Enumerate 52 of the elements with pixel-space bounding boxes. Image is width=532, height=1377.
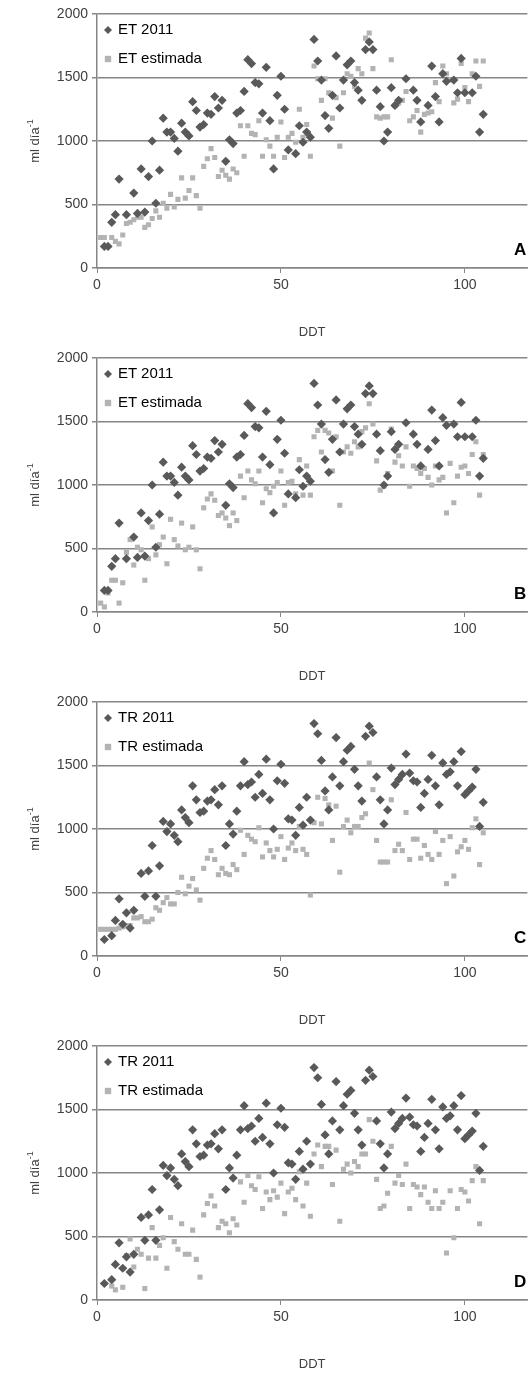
legend-label: ET estimada (118, 49, 203, 67)
x-tick-label: 100 (453, 1308, 477, 1325)
y-tick-label: 0 (80, 258, 89, 275)
y-tick-label: 500 (64, 195, 89, 212)
legend-label: TR 2011 (118, 708, 175, 726)
annotation: B (514, 583, 527, 603)
annotation: C (514, 927, 527, 947)
y-tick-label: 2000 (56, 4, 89, 21)
y-tick-label: 2000 (56, 1036, 89, 1053)
x-axis-title: DDT (298, 1011, 326, 1027)
x-tick-label: 100 (453, 276, 477, 293)
y-tick-label: 1000 (56, 1163, 89, 1180)
y-tick-label: 2000 (56, 348, 89, 365)
x-axis-title: DDT (298, 667, 326, 683)
annotation: D (514, 1271, 527, 1291)
y-tick-label: 500 (64, 1227, 89, 1244)
legend-label: ET estimada (118, 393, 203, 411)
x-tick-label: 100 (453, 964, 477, 981)
x-tick-label: 100 (453, 620, 477, 637)
y-axis-title: ml día-1 (24, 807, 42, 851)
x-axis-title: DDT (298, 1355, 326, 1371)
y-tick-label: 1000 (56, 475, 89, 492)
x-tick-label: 0 (93, 1308, 102, 1325)
legend-label: ET 2011 (118, 364, 174, 382)
legend-label: TR estimada (118, 1081, 204, 1099)
y-tick-label: 2000 (56, 692, 89, 709)
x-tick-label: 50 (273, 276, 289, 293)
y-tick-label: 1500 (56, 412, 89, 429)
y-tick-label: 1000 (56, 819, 89, 836)
x-tick-label: 0 (93, 276, 102, 293)
x-tick-label: 50 (273, 964, 289, 981)
y-axis-title: ml día-1 (24, 119, 42, 163)
y-axis-title: ml día-1 (24, 1151, 42, 1195)
x-axis-title: DDT (298, 323, 326, 339)
legend-label: TR estimada (118, 737, 204, 755)
legend-label: TR 2011 (118, 1052, 175, 1070)
y-tick-label: 500 (64, 539, 89, 556)
y-tick-label: 1500 (56, 68, 89, 85)
x-tick-label: 0 (93, 964, 102, 981)
x-tick-label: 50 (273, 1308, 289, 1325)
x-tick-label: 50 (273, 620, 289, 637)
y-axis-title: ml día-1 (24, 463, 42, 507)
y-tick-label: 0 (80, 602, 89, 619)
y-tick-label: 500 (64, 883, 89, 900)
y-tick-label: 1000 (56, 131, 89, 148)
legend-label: ET 2011 (118, 20, 174, 38)
y-tick-label: 1500 (56, 1100, 89, 1117)
y-tick-label: 1500 (56, 756, 89, 773)
x-tick-label: 0 (93, 620, 102, 637)
y-tick-label: 0 (80, 946, 89, 963)
y-tick-label: 0 (80, 1290, 89, 1307)
annotation: A (514, 239, 527, 259)
